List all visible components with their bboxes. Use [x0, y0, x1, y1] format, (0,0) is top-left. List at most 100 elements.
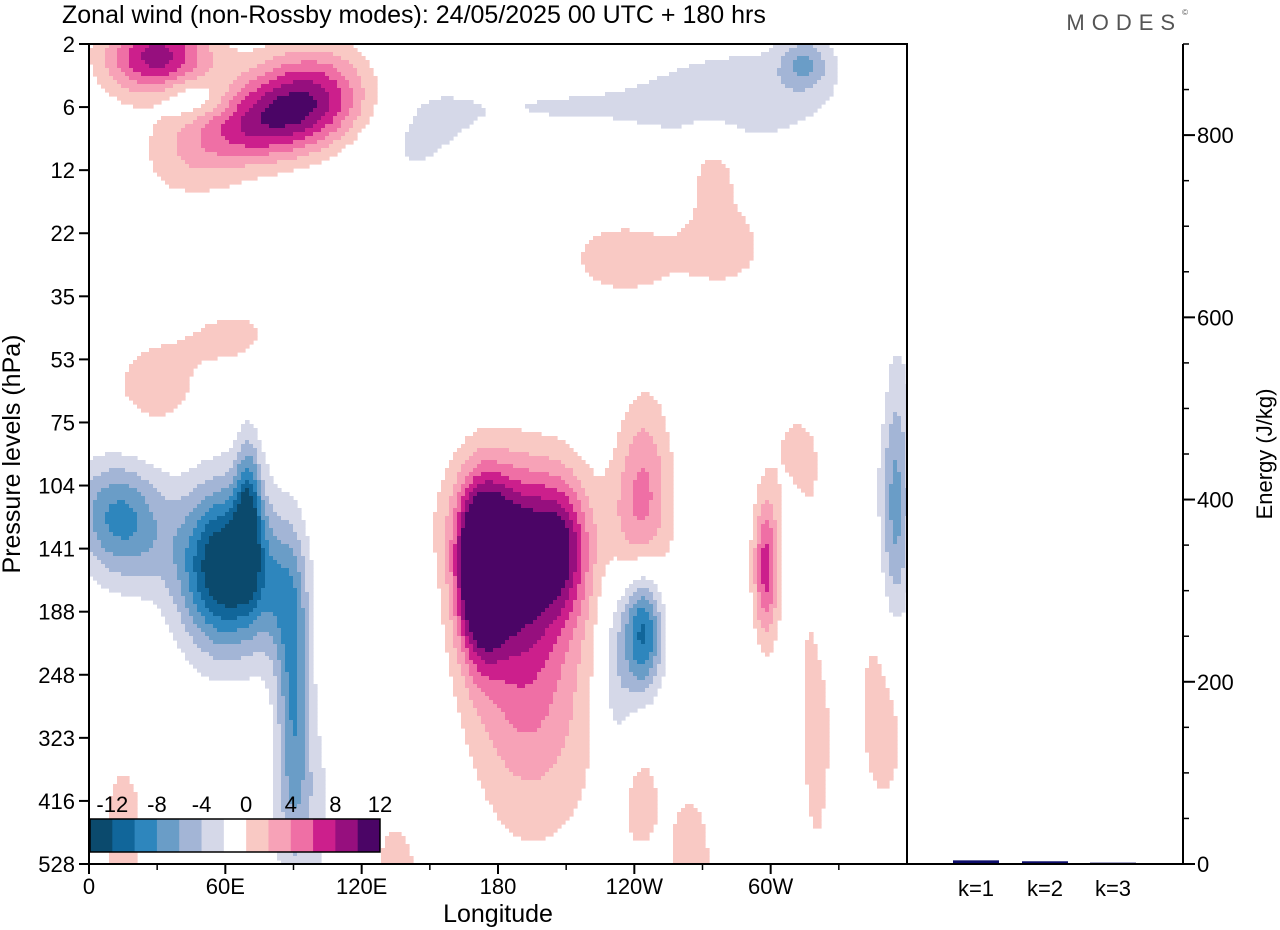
contour-cell: [769, 48, 790, 53]
contour-cell: [153, 600, 174, 605]
contour-cell: [901, 416, 907, 421]
contour-cell: [589, 240, 754, 245]
contour-cell: [197, 64, 214, 69]
contour-cell: [121, 100, 162, 105]
contour-cell: [157, 120, 194, 125]
contour-cell: [749, 568, 754, 573]
contour-cell: [617, 604, 626, 609]
x-tick-label: 0: [83, 874, 95, 899]
contour-cell: [557, 500, 570, 505]
contour-cell: [481, 672, 538, 677]
contour-cell: [621, 228, 630, 233]
contour-cell: [469, 620, 534, 625]
contour-cell: [621, 684, 650, 689]
contour-cell: [241, 428, 258, 433]
y-tick-label: 2: [63, 32, 75, 57]
contour-cell: [625, 644, 634, 649]
contour-cell: [309, 700, 318, 705]
contour-cell: [769, 624, 778, 629]
contour-cell: [173, 548, 186, 553]
contour-cell: [365, 96, 378, 101]
contour-cell: [149, 156, 182, 161]
contour-cell: [349, 84, 362, 89]
contour-cell: [761, 604, 770, 609]
contour-cell: [237, 484, 242, 489]
contour-cell: [513, 832, 554, 837]
contour-cell: [761, 508, 774, 513]
contour-cell: [621, 496, 634, 501]
contour-cell: [781, 460, 818, 465]
contour-cell: [605, 468, 626, 473]
contour-cell: [289, 796, 302, 801]
contour-cell: [189, 660, 274, 665]
contour-cell: [753, 524, 758, 529]
contour-cell: [281, 796, 290, 801]
contour-cell: [225, 512, 234, 517]
contour-cell: [301, 580, 306, 585]
contour-cell: [285, 704, 290, 709]
contour-cell: [773, 556, 778, 561]
energy-plot-background: [907, 44, 1183, 864]
contour-cell: [261, 112, 310, 117]
contour-cell: [561, 612, 570, 617]
contour-cell: [177, 608, 190, 613]
contour-cell: [757, 572, 762, 577]
contour-cell: [141, 552, 174, 557]
contour-cell: [129, 52, 142, 57]
contour-cell: [329, 104, 342, 109]
contour-cell: [89, 476, 94, 481]
contour-cell: [89, 500, 94, 505]
contour-cell: [569, 648, 582, 653]
contour-cell: [93, 520, 106, 525]
contour-cell: [185, 564, 194, 569]
contour-cell: [257, 516, 262, 521]
contour-cell: [769, 576, 774, 581]
contour-cell: [233, 516, 258, 521]
contour-cell: [241, 424, 254, 429]
contour-cell: [257, 484, 262, 489]
contour-cell: [461, 712, 478, 717]
contour-cell: [405, 144, 442, 149]
contour-cell: [753, 604, 758, 609]
contour-cell: [237, 76, 258, 81]
contour-cell: [897, 412, 907, 417]
contour-cell: [449, 504, 458, 509]
contour-cell: [209, 92, 226, 97]
contour-cell: [473, 500, 514, 505]
contour-cell: [597, 528, 622, 533]
contour-cell: [281, 676, 290, 681]
contour-cell: [101, 84, 122, 89]
contour-cell: [105, 512, 138, 517]
contour-cell: [793, 60, 814, 65]
contour-cell: [541, 612, 562, 617]
contour-cell: [125, 468, 162, 473]
contour-cell: [793, 480, 814, 485]
contour-cell: [885, 452, 906, 457]
contour-cell: [625, 648, 634, 653]
contour-cell: [461, 592, 562, 597]
contour-cell: [805, 704, 826, 709]
contour-cell: [889, 440, 906, 445]
contour-cell: [469, 628, 522, 633]
contour-cell: [457, 480, 466, 485]
contour-cell: [865, 688, 890, 693]
contour-cell: [201, 532, 214, 537]
contour-cell: [633, 496, 654, 501]
contour-cell: [293, 852, 298, 857]
contour-cell: [893, 540, 898, 545]
contour-cell: [489, 732, 570, 737]
contour-cell: [629, 828, 654, 833]
contour-cell: [901, 428, 907, 433]
contour-cell: [177, 144, 202, 149]
contour-cell: [117, 56, 130, 61]
contour-cell: [629, 788, 658, 793]
contour-cell: [753, 520, 758, 525]
contour-cell: [445, 624, 454, 629]
contour-cell: [257, 532, 262, 537]
contour-cell: [885, 460, 894, 465]
contour-cell: [437, 572, 446, 577]
contour-cell: [465, 676, 474, 681]
contour-cell: [661, 512, 674, 517]
contour-cell: [553, 696, 574, 701]
contour-cell: [433, 532, 446, 537]
